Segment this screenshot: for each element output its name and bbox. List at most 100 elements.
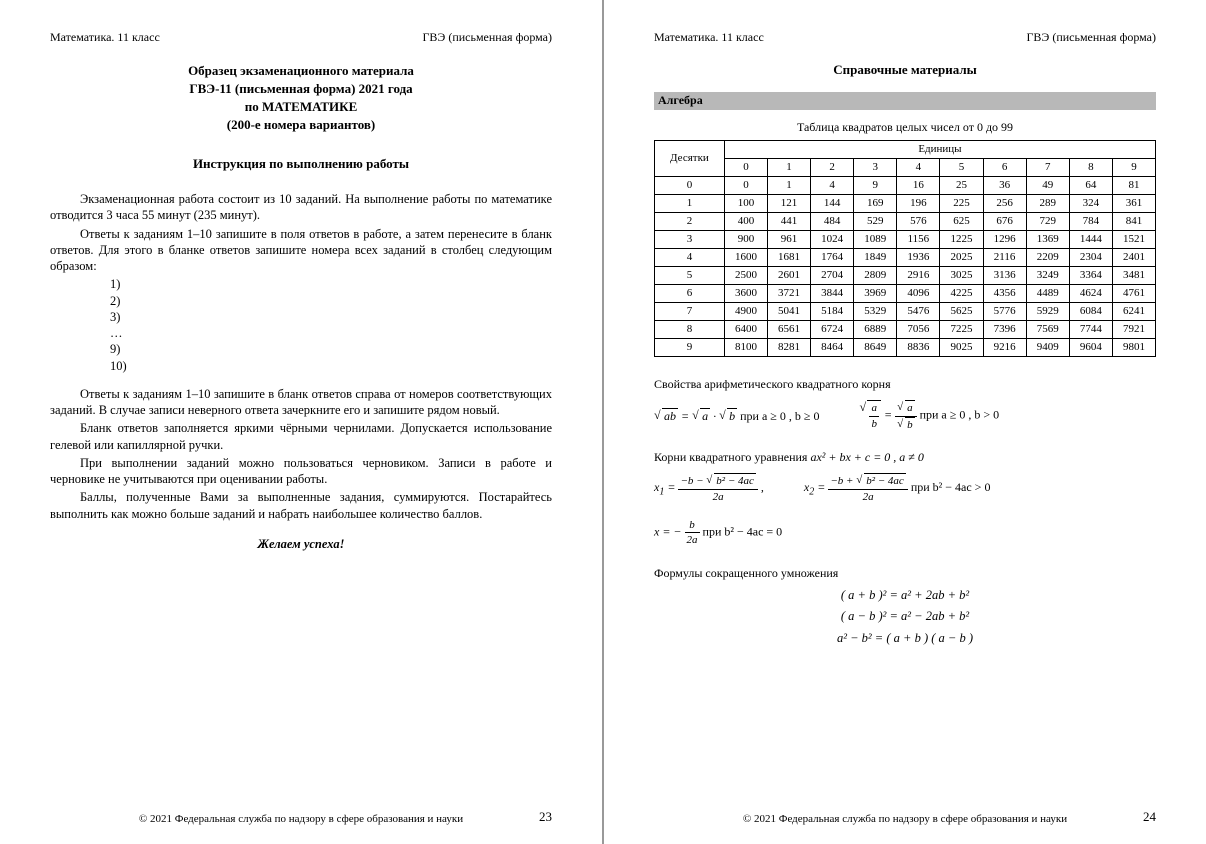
body-text: Экзаменационная работа состоит из 10 зад…	[50, 191, 552, 552]
table-cell: 2704	[811, 266, 854, 284]
table-cell: 4489	[1026, 284, 1069, 302]
table-caption: Таблица квадратов целых чисел от 0 до 99	[654, 120, 1156, 136]
list-item: 1)	[110, 276, 552, 292]
short-mult-title: Формулы сокращенного умножения	[654, 566, 1156, 582]
table-cell: 5329	[854, 302, 897, 320]
table-cell: 3844	[811, 284, 854, 302]
tens-header: 2	[655, 212, 725, 230]
table-cell: 7056	[897, 320, 940, 338]
table-cell: 1225	[940, 230, 983, 248]
tens-header: 6	[655, 284, 725, 302]
title-block: Образец экзаменационного материала ГВЭ-1…	[50, 62, 552, 135]
table-cell: 7225	[940, 320, 983, 338]
table-cell: 784	[1069, 212, 1112, 230]
table-cell: 5776	[983, 302, 1026, 320]
tens-header: 8	[655, 320, 725, 338]
table-cell: 1369	[1026, 230, 1069, 248]
tens-label: Десятки	[655, 140, 725, 176]
table-cell: 1521	[1112, 230, 1155, 248]
table-cell: 324	[1069, 194, 1112, 212]
reference-title: Справочные материалы	[654, 62, 1156, 79]
table-cell: 576	[897, 212, 940, 230]
tens-header: 5	[655, 266, 725, 284]
table-row: 390096110241089115612251296136914441521	[655, 230, 1156, 248]
list-item: 2)	[110, 293, 552, 309]
table-cell: 9409	[1026, 338, 1069, 356]
page-number: 23	[522, 809, 552, 826]
table-cell: 2601	[768, 266, 811, 284]
table-cell: 3025	[940, 266, 983, 284]
table-cell: 16	[897, 176, 940, 194]
quadratic-x2: x2 = −b + b² − 4ac2a при b² − 4ac > 0	[804, 473, 991, 504]
header-subject: Математика. 11 класс	[654, 30, 764, 46]
table-cell: 3249	[1026, 266, 1069, 284]
list-item: …	[110, 325, 552, 341]
table-cell: 3136	[983, 266, 1026, 284]
header-form: ГВЭ (письменная форма)	[1026, 30, 1156, 46]
header-form: ГВЭ (письменная форма)	[422, 30, 552, 46]
table-cell: 841	[1112, 212, 1155, 230]
unit-header: 2	[811, 158, 854, 176]
units-label: Единицы	[724, 140, 1155, 158]
table-cell: 5476	[897, 302, 940, 320]
table-cell: 9801	[1112, 338, 1155, 356]
tens-header: 4	[655, 248, 725, 266]
table-cell: 9216	[983, 338, 1026, 356]
table-cell: 1024	[811, 230, 854, 248]
list-item: 3)	[110, 309, 552, 325]
table-cell: 7396	[983, 320, 1026, 338]
tens-header: 9	[655, 338, 725, 356]
table-cell: 2500	[724, 266, 767, 284]
table-cell: 2209	[1026, 248, 1069, 266]
table-cell: 6724	[811, 320, 854, 338]
tens-header: 7	[655, 302, 725, 320]
quadratic-x1: x1 = −b − b² − 4ac2a ,	[654, 473, 764, 504]
table-cell: 2916	[897, 266, 940, 284]
table-cell: 225	[940, 194, 983, 212]
table-cell: 7569	[1026, 320, 1069, 338]
title-line-3: по МАТЕМАТИКЕ	[50, 98, 552, 116]
table-cell: 25	[940, 176, 983, 194]
table-cell: 2116	[983, 248, 1026, 266]
table-cell: 4	[811, 176, 854, 194]
table-cell: 529	[854, 212, 897, 230]
page-header: Математика. 11 класс ГВЭ (письменная фор…	[654, 30, 1156, 46]
unit-header: 7	[1026, 158, 1069, 176]
table-cell: 3969	[854, 284, 897, 302]
page-footer: © 2021 Федеральная служба по надзору в с…	[50, 809, 552, 826]
table-cell: 49	[1026, 176, 1069, 194]
table-cell: 729	[1026, 212, 1069, 230]
section-algebra: Алгебра	[654, 92, 1156, 110]
unit-header: 5	[940, 158, 983, 176]
page-left: Математика. 11 класс ГВЭ (письменная фор…	[0, 0, 602, 844]
table-row: 5250026012704280929163025313632493364348…	[655, 266, 1156, 284]
instructions-heading: Инструкция по выполнению работы	[50, 156, 552, 173]
table-header-row: Десятки Единицы	[655, 140, 1156, 158]
table-cell: 900	[724, 230, 767, 248]
table-cell: 8836	[897, 338, 940, 356]
squares-table: Десятки Единицы 0123456789 0014916253649…	[654, 140, 1156, 357]
unit-header: 6	[983, 158, 1026, 176]
page-footer: © 2021 Федеральная служба по надзору в с…	[654, 809, 1156, 826]
table-cell: 3481	[1112, 266, 1155, 284]
table-cell: 289	[1026, 194, 1069, 212]
paragraph-6: Баллы, полученные Вами за выполненные за…	[50, 489, 552, 522]
unit-header: 3	[854, 158, 897, 176]
table-cell: 7921	[1112, 320, 1155, 338]
table-cell: 9	[854, 176, 897, 194]
table-cell: 4624	[1069, 284, 1112, 302]
table-row: 7490050415184532954765625577659296084624…	[655, 302, 1156, 320]
table-cell: 361	[1112, 194, 1155, 212]
table-cell: 9604	[1069, 338, 1112, 356]
table-cell: 6400	[724, 320, 767, 338]
table-cell: 5041	[768, 302, 811, 320]
sqrt-properties-formulas: ab = a · b при a ≥ 0 , b ≥ 0 ab = ab при…	[654, 400, 1156, 432]
table-cell: 5184	[811, 302, 854, 320]
table-cell: 1444	[1069, 230, 1112, 248]
table-unit-headers: 0123456789	[655, 158, 1156, 176]
sqrt-quotient-formula: ab = ab при a ≥ 0 , b > 0	[859, 400, 999, 432]
table-cell: 6241	[1112, 302, 1155, 320]
paragraph-1: Экзаменационная работа состоит из 10 зад…	[50, 191, 552, 224]
title-line-4: (200-е номера вариантов)	[50, 116, 552, 134]
unit-header: 0	[724, 158, 767, 176]
